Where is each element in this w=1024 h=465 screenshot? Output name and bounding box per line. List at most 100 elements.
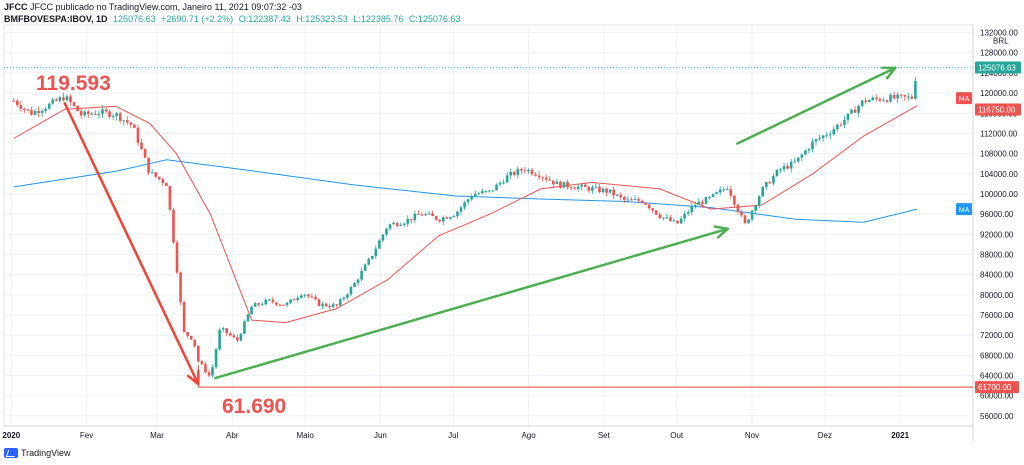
candle-body [754, 205, 757, 211]
candle-body [275, 302, 278, 305]
candle-body [94, 113, 97, 115]
candle-body [672, 220, 676, 222]
publisher-text: JFCC publicado no TradingView.com, Janei… [30, 2, 302, 12]
peak-annotation: 119.593 [36, 72, 111, 95]
candle-body [669, 217, 672, 222]
x-tick-label: Abr [226, 431, 239, 440]
candle-body [197, 346, 200, 362]
candle-body [90, 113, 94, 115]
x-tick-label: Set [598, 431, 611, 440]
candle-body [402, 223, 406, 225]
candle-body [864, 100, 868, 102]
candle-body [434, 216, 438, 220]
candle-body [438, 219, 442, 222]
candle-body [452, 216, 456, 218]
candle-body [537, 175, 541, 178]
candle-body [367, 258, 371, 265]
candle-body [346, 294, 349, 298]
candle-body [612, 189, 615, 196]
candle-body [37, 110, 40, 113]
red-down-arrow-head [186, 369, 200, 386]
candle-body [108, 111, 111, 117]
candle-body [410, 218, 413, 221]
candle-body [516, 169, 520, 175]
candle-body [236, 337, 239, 341]
red-down-arrow [63, 101, 200, 386]
green-up-arrow-1-head [713, 225, 729, 239]
candle-body [370, 255, 374, 259]
y-tick-label: 60000.00 [980, 392, 1014, 401]
candle-body [218, 329, 221, 350]
candle-body [79, 111, 83, 116]
y-tick-label: 112000.00 [980, 129, 1018, 138]
candle-body [491, 190, 495, 192]
close-value: C:125076.63 [408, 14, 461, 24]
y-tick-label: 108000.00 [980, 150, 1018, 159]
candle-body [214, 349, 218, 368]
candle-body [58, 97, 62, 101]
y-tick-label: 84000.00 [980, 271, 1014, 280]
candle-body [654, 210, 658, 215]
candle-body [65, 96, 69, 101]
candle-body [129, 122, 133, 125]
candle-body [637, 199, 640, 201]
symbol-label[interactable]: BMFBOVESPA:IBOV, 1D [4, 14, 108, 24]
candle-body [800, 154, 804, 158]
candle-body [665, 217, 669, 219]
candle-body [569, 187, 573, 189]
candle-body [182, 302, 186, 333]
candle-body [892, 94, 896, 99]
candle-body [282, 304, 285, 306]
candle-body [630, 199, 633, 201]
y-tick-label: 56000.00 [980, 412, 1014, 421]
candle-body [626, 199, 630, 201]
candle-body [782, 166, 786, 170]
candle-body [534, 174, 537, 176]
candle-body [559, 181, 562, 188]
candle-body [580, 184, 584, 187]
candle-body [126, 120, 129, 123]
footer: TradingView [4, 448, 71, 458]
candle-body [463, 202, 466, 208]
x-tick-label: Dez [818, 431, 832, 440]
x-tick-label: Out [670, 431, 684, 440]
candle-body [122, 120, 126, 122]
candle-body [44, 108, 47, 111]
candle-body [481, 191, 484, 194]
candle-body [853, 109, 857, 113]
candle-body [441, 217, 445, 222]
candle-body [736, 204, 740, 213]
candle-body [644, 202, 647, 205]
candle-body [825, 135, 828, 137]
candle-body [353, 282, 356, 288]
candle-body [495, 184, 498, 191]
y-tick-label: 72000.00 [980, 331, 1014, 340]
candle-body [271, 299, 275, 303]
candle-body [523, 170, 527, 172]
candle-body [686, 212, 690, 214]
candle-body [583, 184, 587, 187]
candle-body [658, 214, 662, 219]
candle-body [718, 189, 722, 193]
candle-body [385, 228, 388, 235]
candle-body [747, 219, 750, 224]
candle-body [548, 179, 552, 181]
candle-body [867, 100, 871, 102]
candle-body [765, 182, 768, 187]
candle-body [225, 328, 229, 334]
candle-body [811, 141, 814, 150]
support-price-label: 61700.00 [978, 383, 1012, 392]
ma-short-price-label-bg [975, 103, 1021, 116]
last-price-label: 125076.63 [978, 63, 1016, 72]
candle-body [23, 108, 26, 110]
low-value: L:122385.76 [353, 14, 404, 24]
candle-body [555, 181, 559, 185]
candle-body [449, 217, 452, 219]
candle-body [154, 172, 158, 177]
green-up-arrow-2 [736, 66, 897, 145]
ma-long-tag: MA [959, 207, 970, 214]
ma-long-line [13, 159, 918, 223]
candle-body [395, 222, 399, 226]
x-tick-label: Nov [745, 431, 759, 440]
